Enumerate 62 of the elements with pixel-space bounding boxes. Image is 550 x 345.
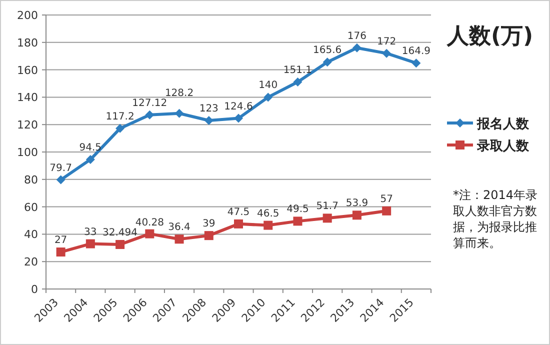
data-label: 39 xyxy=(202,218,216,230)
point xyxy=(86,155,95,164)
point xyxy=(322,214,332,223)
data-label: 172 xyxy=(377,36,396,48)
point xyxy=(293,77,302,86)
point xyxy=(234,114,243,123)
data-label: 164.9 xyxy=(402,46,431,58)
point xyxy=(322,58,332,67)
y-tick-label: 60 xyxy=(24,200,38,214)
point xyxy=(204,231,214,240)
legend-label: 录取人数 xyxy=(476,139,530,154)
data-label: 36.4 xyxy=(168,222,190,234)
data-label: 79.7 xyxy=(50,162,72,174)
y-tick-label: 200 xyxy=(17,9,38,22)
y-tick-label: 80 xyxy=(24,173,38,186)
data-label: 33 xyxy=(84,226,97,238)
point xyxy=(116,124,125,133)
data-label: 32.494 xyxy=(102,227,138,238)
y-tick-label: 180 xyxy=(17,36,38,50)
point xyxy=(174,234,184,244)
data-label: 124.6 xyxy=(224,101,253,112)
point xyxy=(352,210,362,220)
y-tick-label: 0 xyxy=(31,283,38,296)
point xyxy=(116,240,125,249)
y-tick-label: 120 xyxy=(17,118,38,132)
data-label: 47.5 xyxy=(227,206,250,218)
point xyxy=(264,220,273,230)
point xyxy=(382,48,392,58)
data-label: 51.7 xyxy=(316,201,338,212)
legend-label: 报名人数 xyxy=(476,117,530,132)
point xyxy=(234,219,243,228)
data-label: 123 xyxy=(199,103,218,114)
data-label: 49.5 xyxy=(286,204,309,216)
y-tick-label: 140 xyxy=(17,91,38,104)
text: *注：2014年录取人数非官方数据，为报录比推算而来。 xyxy=(453,187,539,251)
y-tick-label: 40 xyxy=(24,228,38,242)
data-label: 117.2 xyxy=(106,111,134,122)
point xyxy=(352,43,362,52)
text: 人数(万) xyxy=(447,23,534,51)
point xyxy=(145,229,154,238)
data-label: 53.9 xyxy=(346,198,368,210)
data-label: 27 xyxy=(54,235,68,246)
point xyxy=(264,92,273,102)
data-label: 57 xyxy=(380,194,393,205)
y-tick-label: 20 xyxy=(24,256,38,269)
data-label: 151.1 xyxy=(283,64,312,76)
point xyxy=(204,116,214,125)
y-tick-label: 160 xyxy=(17,64,38,77)
point xyxy=(293,216,302,226)
data-label: 127.12 xyxy=(132,98,168,109)
data-label: 40.28 xyxy=(135,217,164,228)
point xyxy=(56,175,66,184)
y-tick-label: 100 xyxy=(17,146,38,159)
data-label: 128.2 xyxy=(164,88,194,99)
point xyxy=(86,239,95,248)
point xyxy=(412,58,421,68)
data-label: 46.5 xyxy=(256,208,280,220)
data-label: 140 xyxy=(258,80,278,92)
data-label: 176 xyxy=(347,30,367,42)
point xyxy=(56,248,66,257)
point xyxy=(382,206,392,216)
data-label: 165.6 xyxy=(313,45,342,56)
